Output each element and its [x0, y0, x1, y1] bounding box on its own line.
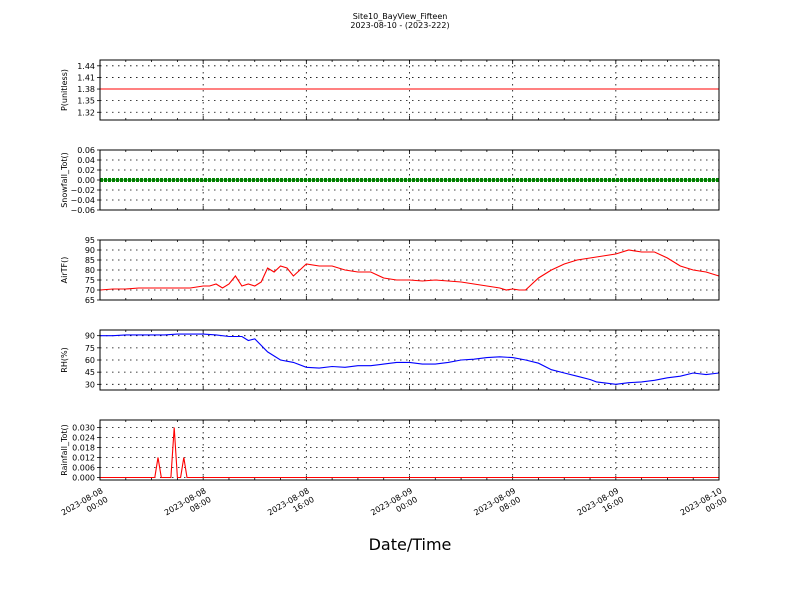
y-tick-label: 0.00	[77, 176, 95, 185]
y-tick-label: 85	[85, 256, 95, 265]
y-tick-label: 0.018	[72, 444, 95, 453]
y-axis-label: Snowfall_Tot()	[60, 152, 69, 208]
y-axis-label: AirTF()	[60, 257, 69, 284]
y-tick-label: 0.030	[72, 424, 95, 433]
y-tick-label: 0.000	[72, 474, 95, 483]
y-tick-label: 95	[85, 236, 95, 245]
chart-subtitle: 2023-08-10 - (2023-222)	[350, 21, 449, 30]
series-line-3	[100, 333, 720, 385]
panel-frame-4	[99, 419, 720, 481]
y-tick-label: 90	[85, 246, 95, 255]
y-tick-label: 0.04	[77, 156, 95, 165]
y-tick-label: 0.006	[72, 464, 95, 473]
y-axis-label: Rainfall_Tot()	[60, 424, 69, 476]
y-tick-label: 0.024	[72, 434, 95, 443]
y-tick-label: 60	[85, 356, 95, 365]
series-line-2	[99, 249, 720, 291]
chart-title: Site10_BayView_Fifteen	[353, 12, 448, 21]
y-tick-label: 30	[85, 380, 95, 389]
y-tick-label: 1.32	[77, 108, 95, 117]
y-tick-label: 90	[85, 332, 95, 341]
x-axis-label: Date/Time	[369, 535, 452, 554]
panels: 1.441.411.381.351.32P(unitless)0.060.040…	[60, 59, 720, 483]
y-tick-label: 0.02	[77, 166, 95, 175]
y-tick-label: 75	[85, 276, 95, 285]
y-tick-label: 45	[85, 368, 95, 377]
y-tick-label: 0.012	[72, 454, 95, 463]
y-tick-label: −0.02	[70, 186, 95, 195]
y-tick-label: 70	[85, 286, 95, 295]
series-line-4	[100, 427, 719, 479]
y-tick-label: 80	[85, 266, 95, 275]
y-tick-label: −0.04	[70, 196, 95, 205]
y-tick-label: 75	[85, 344, 95, 353]
panel-4: 0.0300.0240.0180.0120.0060.000Rainfall_T…	[60, 419, 720, 483]
y-tick-label: 1.41	[77, 73, 95, 82]
panel-frame-0	[99, 59, 720, 121]
y-tick-label: 1.38	[77, 85, 95, 94]
y-tick-label: −0.06	[70, 206, 95, 215]
y-tick-label: 1.44	[77, 62, 95, 71]
y-axis-label: P(unitless)	[60, 69, 69, 111]
panel-0: 1.44 1.41 1.38 1.35 1.32 P(unitless)	[60, 59, 720, 121]
panel-3: 90 75 60 45 30 RH(%)	[60, 329, 720, 391]
y-tick-label: 1.35	[77, 97, 95, 106]
panel-1: 0.060.040.020.00−0.02−0.04−0.06Snowfall_…	[60, 146, 720, 215]
y-tick-label: 65	[85, 296, 95, 305]
y-axis-label: RH(%)	[60, 347, 69, 372]
y-tick-label: 0.06	[77, 146, 95, 155]
